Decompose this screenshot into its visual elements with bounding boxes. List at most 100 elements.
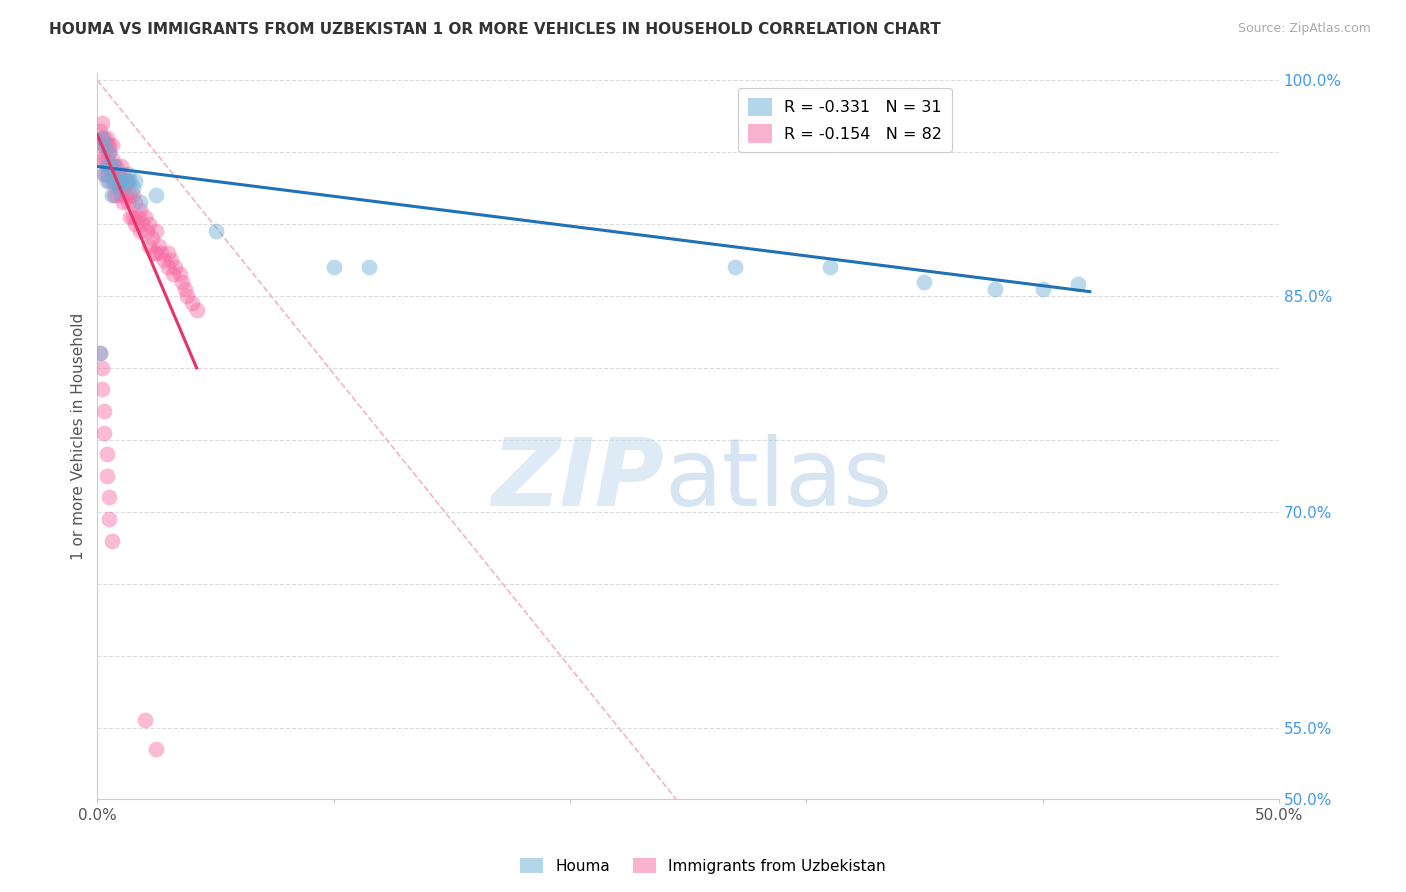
Point [128,202,150,217]
Point [114,174,136,188]
Point [98,512,121,526]
Point [984,282,1007,296]
Point [138,238,160,252]
Point [100,533,122,548]
Point [105,188,128,202]
Point [157,260,180,275]
Point [96,160,118,174]
Point [112,195,135,210]
Point [96,167,118,181]
Point [105,174,128,188]
Point [127,210,149,224]
Point [91,130,114,145]
Point [141,231,163,245]
Point [124,174,146,188]
Point [169,268,191,282]
Point [145,245,167,260]
Y-axis label: 1 or more Vehicles in Household: 1 or more Vehicles in Household [72,312,86,560]
Point [96,130,118,145]
Point [131,217,153,231]
Point [724,260,747,275]
Point [148,238,170,252]
Point [152,252,174,267]
Point [96,153,118,167]
Point [128,195,150,210]
Point [143,245,166,260]
Point [98,160,121,174]
Point [100,153,122,167]
Point [165,260,187,275]
Point [89,346,111,360]
Point [93,137,115,152]
Text: Source: ZipAtlas.com: Source: ZipAtlas.com [1237,22,1371,36]
Point [100,188,122,202]
Legend: R = -0.331   N = 31, R = -0.154   N = 82: R = -0.331 N = 31, R = -0.154 N = 82 [738,88,952,153]
Point [103,160,125,174]
Legend: Houma, Immigrants from Uzbekistan: Houma, Immigrants from Uzbekistan [515,852,891,880]
Point [98,145,121,160]
Point [145,742,167,756]
Point [91,360,114,375]
Point [103,174,125,188]
Point [89,137,111,152]
Point [162,268,184,282]
Point [114,174,136,188]
Point [110,160,132,174]
Point [117,174,139,188]
Text: ZIP: ZIP [492,434,665,525]
Point [114,188,136,202]
Point [105,160,128,174]
Point [91,130,114,145]
Point [180,296,202,310]
Point [93,404,115,418]
Point [176,289,198,303]
Point [359,260,381,275]
Point [110,174,132,188]
Point [103,188,125,202]
Point [110,188,132,202]
Point [121,210,143,224]
Point [98,137,121,152]
Point [100,167,122,181]
Point [103,160,125,174]
Point [96,137,118,152]
Point [150,245,173,260]
Point [93,153,115,167]
Point [112,181,135,195]
Point [98,145,121,160]
Point [818,260,841,275]
Point [1067,277,1090,292]
Point [120,188,142,202]
Point [914,275,936,289]
Point [107,167,129,181]
Point [186,303,208,318]
Point [120,174,142,188]
Point [100,174,122,188]
Point [204,224,226,238]
Text: HOUMA VS IMMIGRANTS FROM UZBEKISTAN 1 OR MORE VEHICLES IN HOUSEHOLD CORRELATION : HOUMA VS IMMIGRANTS FROM UZBEKISTAN 1 OR… [49,22,941,37]
Point [89,346,111,360]
Text: atlas: atlas [665,434,893,525]
Point [105,174,128,188]
Point [110,174,132,188]
Point [98,160,121,174]
Point [145,224,167,238]
Point [322,260,344,275]
Point [98,491,121,505]
Point [91,153,114,167]
Point [91,116,114,130]
Point [93,167,115,181]
Point [121,181,143,195]
Point [89,123,111,137]
Point [124,195,146,210]
Point [107,181,129,195]
Point [110,174,132,188]
Point [117,167,139,181]
Point [107,181,129,195]
Point [128,224,150,238]
Point [93,167,115,181]
Point [159,252,181,267]
Point [98,174,121,188]
Point [134,714,156,728]
Point [157,245,180,260]
